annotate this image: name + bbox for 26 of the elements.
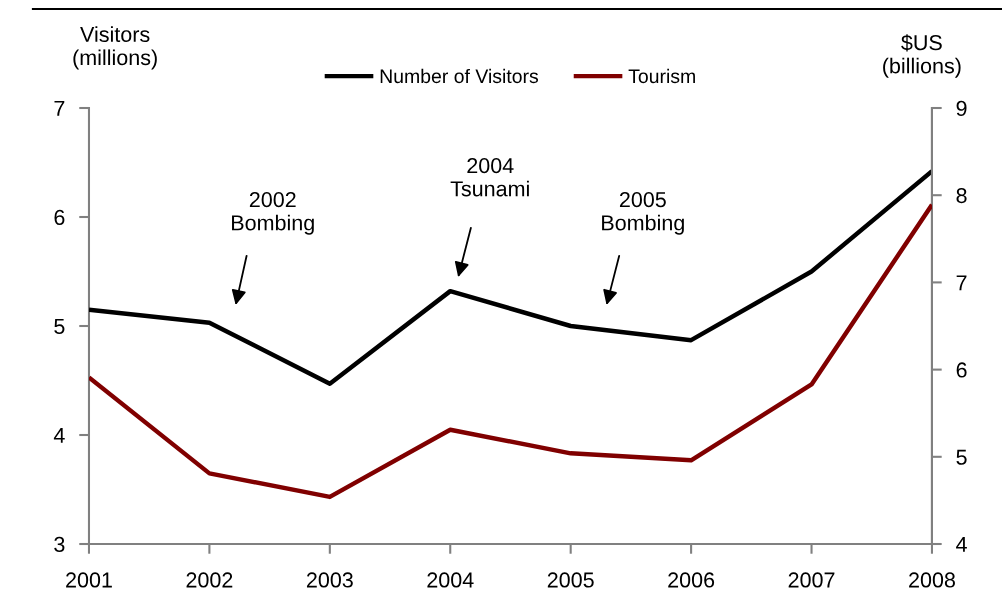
- y-tick-label: 4: [53, 427, 65, 443]
- annotation: 2004 Tsunami: [450, 158, 529, 197]
- annotation: 2005 Bombing: [602, 192, 684, 235]
- x-tick-label: 2008: [909, 572, 955, 588]
- x-tick-label: 2007: [788, 572, 835, 588]
- y2-tick-label: 4: [956, 536, 967, 552]
- y2-axis-title: $US (billions): [883, 34, 961, 78]
- y-tick-label: 5: [54, 318, 65, 335]
- y2-tick-label: 5: [956, 449, 967, 465]
- x-tick-label: 2006: [668, 572, 715, 588]
- x-tick-label: 2003: [306, 572, 353, 588]
- y-tick-label: 3: [54, 536, 65, 553]
- x-tick-label: 2002: [186, 572, 233, 588]
- y-axis-title: Visitors (millions): [73, 26, 157, 70]
- annotation: 2002 Bombing: [232, 192, 314, 235]
- y2-tick-label: 7: [956, 275, 967, 291]
- y-tick-label: 6: [54, 209, 65, 226]
- x-tick-label: 2001: [66, 572, 112, 588]
- y2-tick-label: 9: [956, 100, 967, 117]
- x-tick-label: 2005: [547, 572, 594, 588]
- legend-label: Number of Visitors: [380, 68, 539, 84]
- x-tick-label: 2004: [427, 572, 474, 588]
- y2-tick-label: 6: [956, 362, 967, 378]
- y2-tick-label: 8: [956, 187, 967, 204]
- legend-label: Tourism: [628, 68, 695, 84]
- y-tick-label: 7: [54, 100, 65, 116]
